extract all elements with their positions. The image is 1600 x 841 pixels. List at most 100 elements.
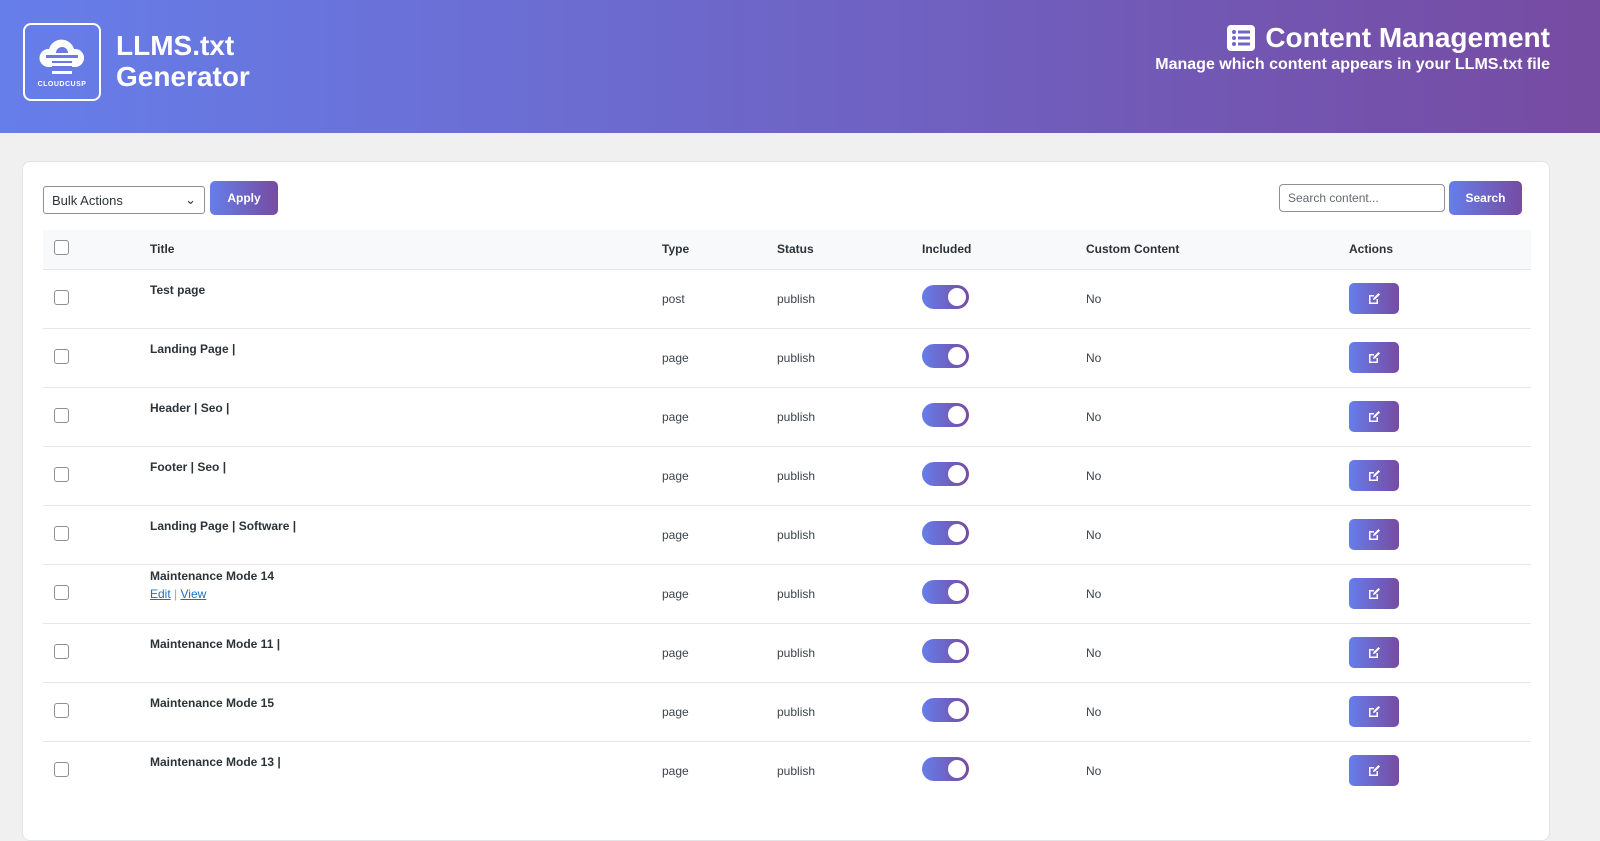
bulk-actions-select[interactable]: Bulk Actions ⌄ bbox=[43, 186, 205, 214]
edit-button[interactable] bbox=[1349, 696, 1399, 727]
table-row: Maintenance Mode 14 Edit | View page publ… bbox=[43, 563, 1531, 623]
edit-icon bbox=[1368, 470, 1380, 481]
row-title[interactable]: Maintenance Mode 15 bbox=[150, 695, 275, 710]
row-status: publish bbox=[777, 504, 922, 564]
col-included: Included bbox=[922, 230, 1086, 269]
view-link[interactable]: View bbox=[180, 586, 207, 601]
table-row: Landing Page | page publish No bbox=[43, 327, 1531, 387]
apply-button[interactable]: Apply bbox=[210, 181, 278, 215]
table-row: Maintenance Mode 13 | page publish No bbox=[43, 740, 1531, 800]
edit-icon bbox=[1368, 588, 1380, 599]
included-toggle[interactable] bbox=[922, 757, 969, 782]
row-custom-content: No bbox=[1086, 622, 1349, 682]
row-title[interactable]: Header | Seo | bbox=[150, 400, 230, 415]
included-toggle[interactable] bbox=[922, 698, 969, 722]
included-toggle[interactable] bbox=[922, 285, 969, 309]
edit-button[interactable] bbox=[1349, 460, 1399, 491]
edit-icon bbox=[1368, 706, 1380, 717]
row-status: publish bbox=[777, 740, 922, 800]
table-row: Footer | Seo | page publish No bbox=[43, 445, 1531, 505]
row-title[interactable]: Test page bbox=[150, 282, 206, 297]
row-custom-content: No bbox=[1086, 504, 1349, 564]
row-custom-content: No bbox=[1086, 445, 1349, 505]
edit-button[interactable] bbox=[1349, 755, 1399, 787]
row-checkbox[interactable] bbox=[54, 289, 69, 305]
included-toggle[interactable] bbox=[922, 580, 969, 604]
row-type: page bbox=[662, 504, 777, 564]
page-subtitle: Manage which content appears in your LLM… bbox=[1155, 56, 1550, 73]
edit-button[interactable] bbox=[1349, 401, 1399, 432]
row-type: post bbox=[662, 268, 777, 328]
row-title[interactable]: Landing Page | bbox=[150, 341, 236, 356]
row-checkbox[interactable] bbox=[54, 584, 69, 600]
col-status: Status bbox=[777, 230, 922, 269]
row-checkbox[interactable] bbox=[54, 525, 69, 541]
row-title[interactable]: Landing Page | Software | bbox=[150, 518, 297, 533]
row-checkbox[interactable] bbox=[54, 702, 69, 718]
edit-button[interactable] bbox=[1349, 637, 1399, 668]
row-status: publish bbox=[777, 563, 922, 623]
row-type: page bbox=[662, 327, 777, 387]
row-type: page bbox=[662, 622, 777, 682]
included-toggle[interactable] bbox=[922, 344, 969, 368]
col-type: Type bbox=[662, 230, 777, 269]
cloud-printer-icon bbox=[39, 39, 85, 74]
col-title: Title bbox=[150, 230, 662, 269]
edit-button[interactable] bbox=[1349, 578, 1399, 609]
chevron-down-icon: ⌄ bbox=[185, 192, 196, 207]
row-status: publish bbox=[777, 386, 922, 446]
col-custom-content: Custom Content bbox=[1086, 230, 1349, 269]
row-custom-content: No bbox=[1086, 327, 1349, 387]
row-custom-content: No bbox=[1086, 681, 1349, 741]
row-status: publish bbox=[777, 268, 922, 328]
included-toggle[interactable] bbox=[922, 403, 969, 427]
row-title[interactable]: Footer | Seo | bbox=[150, 459, 227, 474]
edit-link[interactable]: Edit bbox=[150, 586, 171, 601]
row-type: page bbox=[662, 740, 777, 800]
row-type: page bbox=[662, 563, 777, 623]
edit-button[interactable] bbox=[1349, 283, 1399, 314]
table-row: Maintenance Mode 11 | page publish No bbox=[43, 622, 1531, 682]
included-toggle[interactable] bbox=[922, 521, 969, 545]
row-type: page bbox=[662, 386, 777, 446]
search-button[interactable]: Search bbox=[1449, 181, 1522, 215]
edit-button[interactable] bbox=[1349, 519, 1399, 550]
page-header: CLOUDCUSP LLMS.txt Generator Content Mana… bbox=[0, 0, 1600, 133]
list-icon bbox=[1227, 25, 1256, 51]
row-custom-content: No bbox=[1086, 740, 1349, 800]
row-checkbox[interactable] bbox=[54, 466, 69, 482]
edit-icon bbox=[1368, 647, 1380, 658]
select-all-checkbox[interactable] bbox=[54, 240, 69, 256]
edit-icon bbox=[1368, 411, 1380, 422]
edit-button[interactable] bbox=[1349, 342, 1399, 373]
col-actions: Actions bbox=[1349, 230, 1531, 269]
edit-icon bbox=[1368, 765, 1380, 777]
row-status: publish bbox=[777, 681, 922, 741]
table-row: Landing Page | Software | page publish N… bbox=[43, 504, 1531, 564]
row-status: publish bbox=[777, 327, 922, 387]
table-row: Test page post publish No bbox=[43, 268, 1531, 328]
included-toggle[interactable] bbox=[922, 639, 969, 663]
edit-icon bbox=[1368, 293, 1380, 304]
row-title[interactable]: Maintenance Mode 11 | bbox=[150, 636, 281, 651]
row-checkbox[interactable] bbox=[54, 407, 69, 423]
table-row: Header | Seo | page publish No bbox=[43, 386, 1531, 446]
table-row: Maintenance Mode 15 page publish No bbox=[43, 681, 1531, 741]
row-checkbox[interactable] bbox=[54, 348, 69, 364]
included-toggle[interactable] bbox=[922, 462, 969, 486]
row-checkbox[interactable] bbox=[54, 761, 69, 777]
search-input[interactable]: Search content... bbox=[1279, 184, 1445, 212]
row-status: publish bbox=[777, 622, 922, 682]
row-custom-content: No bbox=[1086, 386, 1349, 446]
content-card: Bulk Actions ⌄ Apply Search content... Se… bbox=[22, 161, 1550, 841]
content-table: Title Type Status Included Custom Conten… bbox=[43, 230, 1531, 800]
row-type: page bbox=[662, 445, 777, 505]
row-custom-content: No bbox=[1086, 563, 1349, 623]
row-type: page bbox=[662, 681, 777, 741]
row-actions: Edit | View bbox=[150, 586, 207, 601]
row-checkbox[interactable] bbox=[54, 643, 69, 659]
cloudcusp-logo: CLOUDCUSP bbox=[23, 23, 101, 101]
row-title[interactable]: Maintenance Mode 13 | bbox=[150, 754, 281, 769]
row-title[interactable]: Maintenance Mode 14 bbox=[150, 568, 275, 583]
row-status: publish bbox=[777, 445, 922, 505]
